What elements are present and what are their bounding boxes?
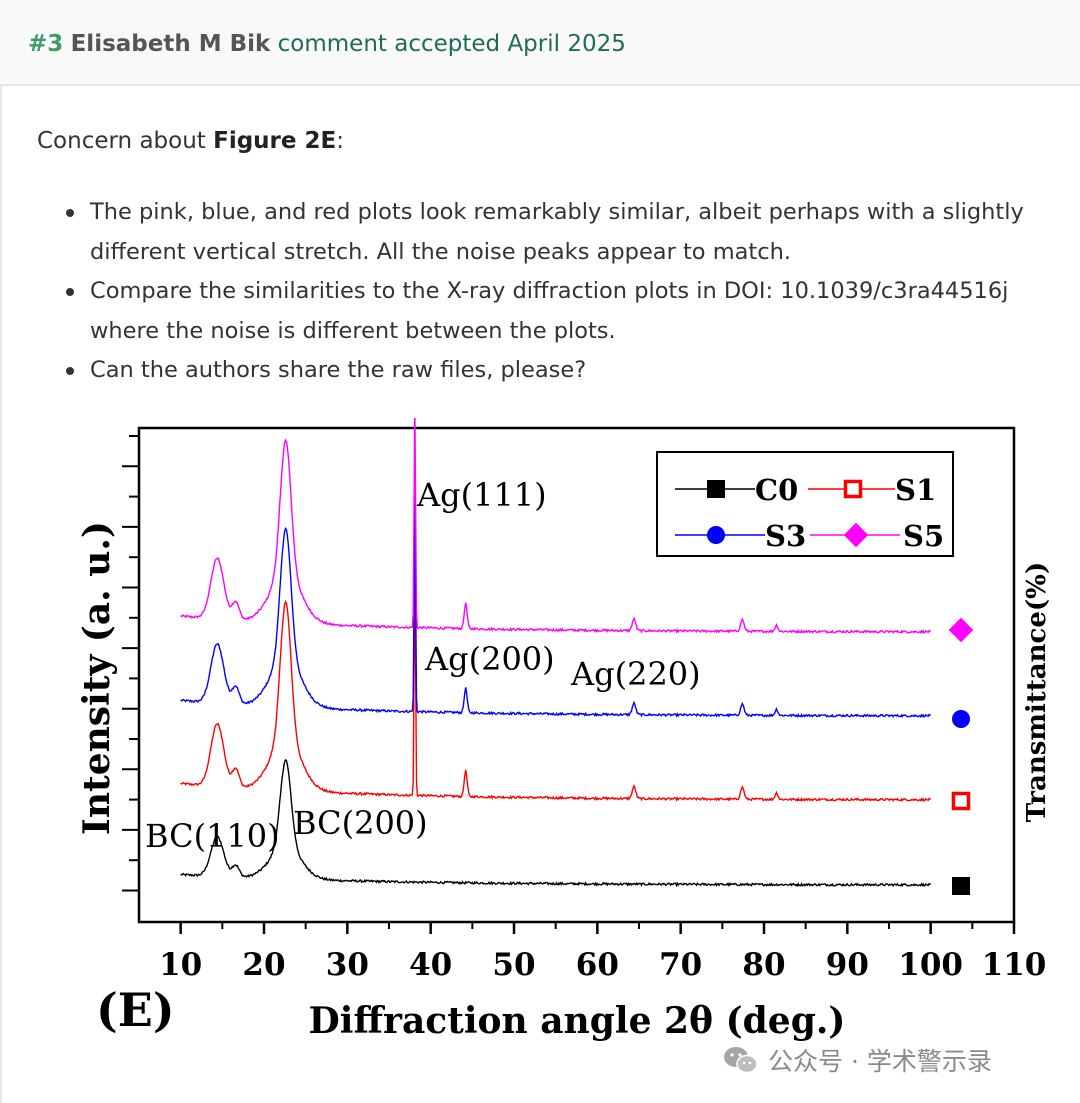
series-marker-s1: [951, 791, 971, 811]
xrd-chart: 10 20 30 40 50 60 70 80 90 100 110 C0 S1 S3 S5 Ag(…: [76, 400, 1052, 1042]
y-axis-label: Intensity (a. u.): [76, 521, 118, 835]
xrd-figure: 10 20 30 40 50 60 70 80 90 100 110 C0 S1 S3 S5 Ag(…: [70, 400, 1080, 1090]
comment-author[interactable]: Elisabeth M Bik: [70, 31, 271, 57]
legend-marker-s1: [843, 479, 863, 499]
x-tick-label: 70: [659, 947, 702, 983]
legend-label: S1: [895, 473, 936, 507]
concern-list: The pink, blue, and red plots look remar…: [56, 193, 1046, 391]
comment-number[interactable]: #3: [28, 31, 64, 57]
intro-figure-ref: Figure 2E: [213, 128, 337, 154]
x-tick-label: 40: [409, 947, 452, 983]
plot-frame: [137, 426, 1016, 924]
x-tick-label: 90: [826, 947, 869, 983]
concern-item: The pink, blue, and red plots look remar…: [56, 193, 1046, 272]
x-tick-label: 80: [742, 947, 785, 983]
legend-label: S3: [765, 519, 806, 553]
concern-item: Can the authors share the raw files, ple…: [56, 351, 1046, 391]
wechat-icon: [724, 1047, 758, 1074]
watermark-text: 公众号 · 学术警示录: [768, 1047, 992, 1076]
x-axis-label: Diffraction angle 2θ (deg.): [309, 1000, 846, 1042]
comment-header: #3 Elisabeth M Bik comment accepted Apri…: [0, 0, 1080, 86]
x-tick-label: 20: [242, 947, 285, 983]
peak-label: BC(200): [293, 804, 428, 842]
series-line-s1: [180, 560, 931, 803]
legend-box: [656, 451, 954, 557]
watermark: 公众号 · 学术警示录: [722, 1040, 992, 1080]
legend-marker-s3: [707, 526, 725, 544]
series-marker-c0: [952, 877, 970, 895]
peak-label: Ag(220): [570, 655, 701, 693]
x-tick-label: 50: [492, 947, 535, 983]
legend-label: S5: [903, 519, 944, 553]
right-axis-label: Transmittance(%): [1022, 562, 1052, 822]
x-tick-label: 10: [159, 947, 202, 983]
peak-label: Ag(200): [424, 640, 555, 678]
series-line-s5: [180, 400, 931, 634]
series-line-c0: [180, 758, 931, 888]
x-tick-label: 30: [326, 947, 369, 983]
comment-intro: Concern about Figure 2E:: [37, 128, 344, 154]
panel-label: (E): [96, 983, 175, 1037]
legend-label: C0: [755, 473, 798, 507]
peak-label: Ag(111): [416, 476, 547, 514]
x-tick-label: 110: [982, 947, 1047, 983]
concern-item: Compare the similarities to the X-ray di…: [56, 272, 1046, 351]
comment-header-text: #3 Elisabeth M Bik comment accepted Apri…: [28, 29, 626, 59]
comment-card: [0, 86, 1080, 1103]
series-marker-s5: [948, 617, 974, 643]
x-tick-label: 100: [898, 947, 963, 983]
comment-status: comment accepted April 2025: [277, 31, 626, 57]
x-tick-label: 60: [576, 947, 619, 983]
series-marker-s3: [952, 710, 970, 728]
peak-label: BC(110): [145, 817, 280, 855]
series-line-s3: [180, 489, 931, 718]
legend-marker-c0: [707, 480, 725, 498]
legend-marker-s5: [843, 522, 869, 548]
intro-prefix: Concern about: [37, 128, 214, 154]
intro-suffix: :: [336, 128, 344, 154]
